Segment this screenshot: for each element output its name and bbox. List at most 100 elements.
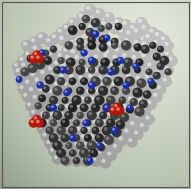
Circle shape: [121, 114, 125, 118]
Circle shape: [50, 95, 62, 107]
Circle shape: [48, 72, 59, 83]
Circle shape: [44, 102, 56, 114]
Circle shape: [99, 145, 102, 148]
Circle shape: [155, 84, 166, 95]
Circle shape: [107, 132, 119, 144]
Circle shape: [43, 113, 46, 116]
Circle shape: [88, 66, 95, 74]
Circle shape: [46, 125, 57, 136]
Circle shape: [92, 66, 103, 77]
Circle shape: [48, 110, 60, 122]
Circle shape: [80, 117, 92, 129]
Circle shape: [103, 53, 108, 57]
Circle shape: [100, 117, 112, 129]
Circle shape: [135, 45, 138, 48]
Circle shape: [35, 54, 44, 64]
Circle shape: [114, 77, 123, 86]
Circle shape: [134, 74, 145, 85]
Circle shape: [141, 89, 153, 100]
Circle shape: [63, 157, 67, 161]
Circle shape: [28, 63, 37, 73]
Circle shape: [89, 67, 92, 70]
Circle shape: [25, 101, 36, 111]
Circle shape: [84, 134, 92, 142]
Circle shape: [82, 140, 94, 151]
Circle shape: [117, 134, 128, 145]
Circle shape: [62, 135, 65, 138]
Circle shape: [53, 111, 63, 121]
Circle shape: [68, 103, 78, 113]
Circle shape: [79, 59, 86, 66]
Circle shape: [46, 104, 54, 112]
Circle shape: [143, 32, 155, 43]
Circle shape: [113, 17, 124, 28]
Circle shape: [17, 77, 19, 80]
Circle shape: [69, 94, 80, 106]
Circle shape: [51, 79, 63, 91]
Circle shape: [31, 93, 42, 104]
Circle shape: [128, 23, 139, 34]
Circle shape: [71, 155, 83, 167]
Circle shape: [104, 12, 115, 23]
Circle shape: [105, 23, 112, 30]
Circle shape: [55, 87, 67, 98]
Circle shape: [86, 23, 98, 35]
Circle shape: [153, 30, 164, 42]
Circle shape: [96, 127, 100, 131]
Circle shape: [38, 34, 43, 38]
Circle shape: [46, 49, 57, 60]
Circle shape: [130, 98, 138, 106]
Circle shape: [80, 49, 88, 57]
Circle shape: [81, 80, 92, 91]
Circle shape: [77, 44, 84, 51]
Circle shape: [23, 78, 35, 89]
Circle shape: [130, 46, 141, 57]
Circle shape: [92, 157, 96, 161]
Circle shape: [117, 27, 128, 37]
Circle shape: [149, 42, 157, 49]
Circle shape: [98, 25, 105, 32]
Circle shape: [70, 127, 73, 131]
Circle shape: [43, 86, 46, 89]
Circle shape: [153, 53, 161, 61]
Circle shape: [78, 132, 90, 144]
Circle shape: [126, 60, 138, 72]
Circle shape: [108, 120, 111, 123]
Circle shape: [27, 86, 39, 97]
Circle shape: [61, 96, 66, 101]
Circle shape: [106, 23, 113, 30]
Circle shape: [73, 102, 85, 114]
Circle shape: [63, 98, 65, 100]
Circle shape: [128, 79, 140, 91]
Circle shape: [127, 78, 130, 82]
Circle shape: [75, 65, 85, 75]
Circle shape: [93, 87, 105, 98]
Circle shape: [91, 140, 103, 151]
Circle shape: [46, 65, 58, 76]
Circle shape: [147, 27, 158, 37]
Circle shape: [94, 125, 106, 137]
Circle shape: [63, 53, 75, 65]
Circle shape: [155, 70, 159, 74]
Circle shape: [76, 87, 85, 95]
Circle shape: [96, 135, 100, 138]
Circle shape: [87, 29, 90, 33]
Circle shape: [12, 61, 23, 72]
Circle shape: [163, 65, 173, 75]
Circle shape: [130, 81, 134, 85]
Circle shape: [94, 142, 98, 146]
Circle shape: [121, 40, 131, 50]
Circle shape: [144, 114, 155, 125]
Circle shape: [103, 125, 115, 136]
Circle shape: [97, 143, 100, 146]
Circle shape: [126, 74, 130, 78]
Circle shape: [57, 72, 69, 83]
Circle shape: [145, 74, 150, 78]
Circle shape: [58, 127, 62, 131]
Circle shape: [121, 19, 132, 31]
Circle shape: [91, 18, 101, 28]
Circle shape: [119, 29, 123, 33]
Circle shape: [27, 102, 31, 106]
Circle shape: [31, 93, 42, 104]
Circle shape: [57, 110, 70, 122]
